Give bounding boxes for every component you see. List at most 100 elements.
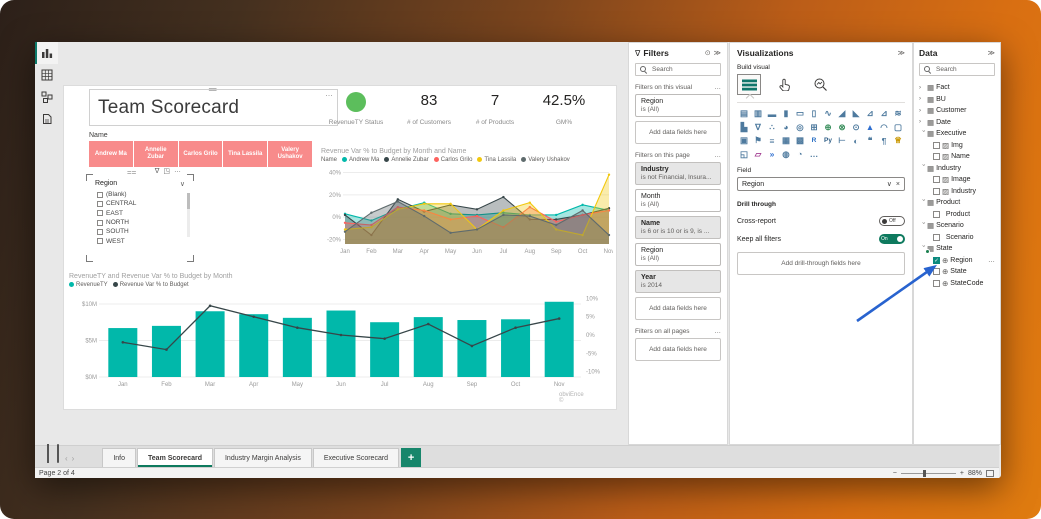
more-options-icon[interactable]: … [174,167,181,174]
more-options-icon[interactable]: … [714,84,722,91]
arcgis-map-icon[interactable]: ◍ [782,148,790,159]
drag-handle-icon[interactable]: == [208,85,217,94]
slicer-icon[interactable]: ≡ [769,135,775,146]
area-chart-visual[interactable]: Revenue Var % to Budget by Month and Nam… [321,148,614,270]
checkbox-unchecked[interactable] [97,228,103,235]
chevron-collapsed-icon[interactable]: › [919,96,921,103]
next-page-icon[interactable]: › [71,454,75,463]
line-chart-icon[interactable]: ∿ [824,108,832,119]
name-slicer-button[interactable]: Andrew Ma [89,141,133,167]
drag-handle-icon[interactable]: == [127,168,137,177]
donut-chart-icon[interactable]: ◎ [796,121,804,132]
more-options-icon[interactable]: … [325,89,333,98]
textbox-visual[interactable]: == … Team Scorecard [89,85,338,126]
power-apps-icon[interactable]: ▱ [754,148,762,159]
line-and-stacked-column-chart-icon[interactable]: ⊿ [866,108,874,119]
field-scenario[interactable]: Scenario [919,232,995,244]
table-fact[interactable]: › ▦ Fact [919,82,995,94]
slicer-option[interactable]: NORTH [89,218,191,227]
region-slicer[interactable]: == ∇ ◳ … Region ∨ (Blank) CENTRAL EAST NORT… [86,167,194,262]
chevron-expanded-icon[interactable]: › [920,129,926,132]
add-data-fields-box[interactable]: Add data fields here [635,121,721,144]
line-and-clustered-column-chart-icon[interactable]: ⊿ [880,108,888,119]
desktop-view-icon[interactable] [47,444,49,463]
table-executive[interactable]: › ▦ Executive [919,128,995,140]
filter-card-industry[interactable]: Industry is not Financial, Insura... [635,162,721,185]
decomposition-tree-icon[interactable]: ⊢ [838,135,846,146]
field-name[interactable]: ▨ Name [919,151,995,163]
checkbox-unchecked[interactable] [97,191,103,198]
table-view-icon[interactable] [35,64,58,86]
waterfall-chart-icon[interactable]: ▙ [740,121,748,132]
slicer-option[interactable]: SOUTH [89,227,191,236]
chevron-expanded-icon[interactable]: › [920,221,926,224]
map-icon[interactable]: ⊕ [824,121,832,132]
clustered-column-chart-icon[interactable]: ▮ [783,108,789,119]
slicer-option[interactable]: (Blank) [89,190,191,199]
chevron-down-icon[interactable]: ∨ [179,181,185,188]
analytics-icon[interactable] [809,74,833,95]
name-slicer-button[interactable]: Carlos Grilo [178,141,223,167]
matrix-icon[interactable]: ▩ [795,135,805,146]
dax-query-view-icon[interactable] [35,108,58,130]
pie-chart-icon[interactable]: ◕ [783,122,789,133]
scrollbar[interactable] [187,193,190,237]
stacked-area-chart-icon[interactable]: ◣ [852,108,860,119]
checkbox-unchecked[interactable] [933,187,940,195]
checkbox-unchecked[interactable] [933,279,940,287]
checkbox-unchecked[interactable] [933,233,940,241]
format-visual-icon[interactable] [773,74,797,95]
checkbox-unchecked[interactable] [933,268,940,276]
chevron-collapsed-icon[interactable]: › [919,84,921,91]
stacked-bar-chart-icon[interactable]: ▤ [739,108,749,119]
zoom-slider[interactable] [900,469,956,477]
zoom-in-icon[interactable]: + [959,469,964,477]
checkbox-unchecked[interactable] [933,210,940,218]
field-state[interactable]: ⊕ State [919,266,995,278]
gauge-icon[interactable]: ◠ [880,121,888,132]
100-stacked-bar-chart-icon[interactable]: ▭ [795,108,805,119]
prev-page-icon[interactable]: ‹ [65,454,68,463]
data-search-input[interactable]: Search [919,63,995,76]
more-options-icon[interactable]: … [714,328,722,335]
checkbox-unchecked[interactable] [97,238,103,245]
table-scenario[interactable]: › ▦ Scenario [919,220,995,232]
field-image[interactable]: ▨ Image [919,174,995,186]
azure-map-icon[interactable]: ▲ [865,122,875,133]
field-well-region[interactable]: Region ∨ × [737,177,905,191]
more-options-icon[interactable]: … [988,256,995,264]
filters-search-input[interactable]: Search [635,63,721,76]
collapse-pane-icon[interactable]: ≫ [897,50,905,57]
chevron-expanded-icon[interactable]: › [920,198,926,201]
focus-mode-icon[interactable]: ◳ [163,168,170,175]
clustered-bar-chart-icon[interactable]: ▬ [767,108,777,119]
area-chart-icon[interactable]: ◢ [838,108,846,119]
slicer-option[interactable]: EAST [89,209,191,218]
checkbox-unchecked[interactable] [97,210,103,217]
100-stacked-column-chart-icon[interactable]: ▯ [811,108,817,119]
treemap-icon[interactable]: ⊞ [810,121,818,132]
field-region[interactable]: ✓ ⊕ Region… [919,255,995,267]
model-view-icon[interactable] [35,86,58,108]
ribbon-chart-icon[interactable]: ≋ [894,108,902,119]
build-visual-icon[interactable] [737,74,761,95]
keep-all-filters-toggle[interactable]: On [879,234,905,244]
filter-card-name[interactable]: Name is 6 or is 10 or is 9, is ... [635,216,721,239]
more-options-icon[interactable]: … [714,152,722,159]
collapse-pane-icon[interactable]: ≫ [987,50,995,57]
filter-card-region[interactable]: Region is (All) [635,243,721,266]
table-product[interactable]: › ▦ Product [919,197,995,209]
page-tab-industry-margin-analysis[interactable]: Industry Margin Analysis [213,448,312,467]
field-statecode[interactable]: ⊕ StateCode [919,278,995,290]
table-industry[interactable]: › ▦ Industry [919,163,995,175]
field-product[interactable]: Product [919,209,995,221]
table-date[interactable]: › ▦ Date [919,117,995,129]
chevron-expanded-icon[interactable]: › [920,164,926,167]
field-industry[interactable]: ▨ Industry [919,186,995,198]
checkbox-checked[interactable]: ✓ [933,256,940,264]
remove-field-icon[interactable]: × [895,180,900,188]
slicer-option[interactable]: WEST [89,236,191,245]
filter-funnel-icon[interactable]: ∇ [154,168,160,175]
chevron-down-icon[interactable]: ∨ [886,181,892,188]
checkbox-unchecked[interactable] [933,141,940,149]
